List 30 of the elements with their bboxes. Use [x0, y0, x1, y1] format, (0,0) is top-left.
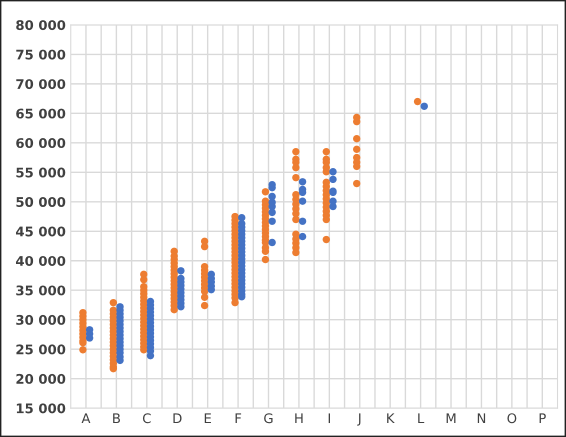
x-tick-label: I	[328, 413, 330, 424]
y-tick-label: 15 000	[16, 403, 66, 414]
y-tick-label: 50 000	[16, 197, 66, 207]
y-tick-label: 60 000	[16, 138, 66, 148]
y-tick-label: 25 000	[16, 344, 66, 354]
y-tick-label: 80 000	[16, 20, 66, 30]
x-tick-label: P	[540, 413, 546, 424]
x-tick-label: F	[236, 413, 242, 424]
y-tick-label: 30 000	[16, 314, 66, 325]
x-tick-label: N	[478, 413, 486, 424]
x-tick-label: E	[204, 413, 211, 424]
x-tick-label: A	[82, 413, 90, 424]
x-tick-label: H	[295, 413, 303, 424]
y-tick-label: 45 000	[16, 226, 66, 236]
x-tick-label: C	[142, 413, 151, 424]
x-tick-label: M	[446, 413, 456, 424]
y-tick-label: 65 000	[16, 108, 66, 119]
x-tick-label: D	[173, 413, 182, 424]
x-tick-label: G	[264, 413, 273, 424]
x-tick-label: B	[113, 413, 120, 424]
x-tick-label: O	[507, 413, 516, 424]
y-tick-label: 70 000	[16, 79, 66, 90]
y-tick-label: 35 000	[16, 285, 66, 296]
x-tick-label: J	[357, 413, 360, 426]
y-tick-label: 20 000	[16, 374, 66, 384]
y-tick-label: 75 000	[16, 50, 66, 60]
y-tick-label: 55 000	[16, 168, 66, 178]
x-tick-label: L	[418, 413, 424, 424]
y-tick-label: 40 000	[16, 256, 66, 266]
x-tick-label: K	[387, 413, 395, 424]
